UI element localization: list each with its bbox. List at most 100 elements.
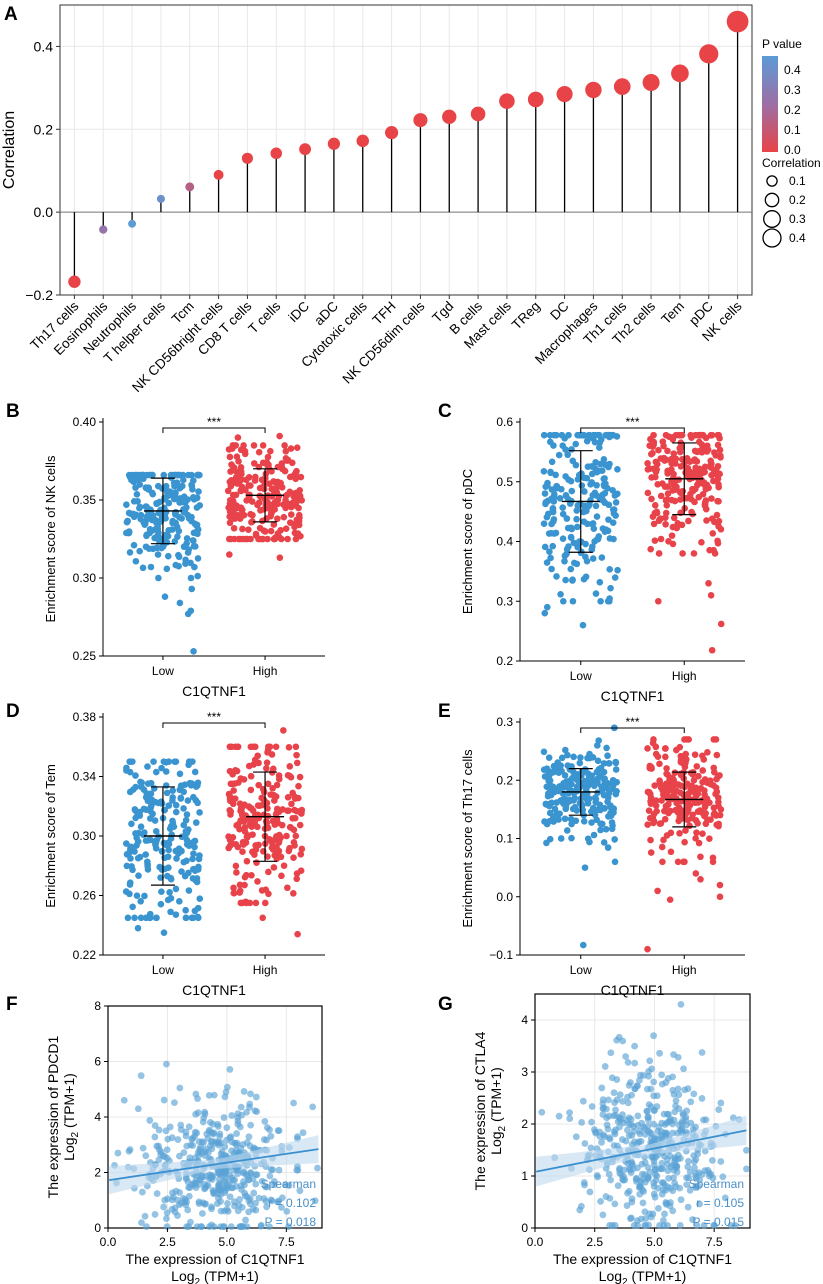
data-point	[585, 795, 593, 803]
data-point	[239, 848, 246, 855]
data-point	[701, 499, 709, 506]
scatter-point	[141, 1212, 149, 1220]
scatter-point	[238, 1203, 246, 1211]
data-point	[647, 836, 654, 844]
data-point	[262, 765, 270, 772]
data-point	[149, 490, 157, 498]
data-point	[169, 797, 176, 804]
data-point	[650, 520, 658, 528]
scatter-point	[224, 1200, 231, 1207]
legend-pvalue-tick: 0.1	[784, 123, 801, 137]
data-point	[588, 819, 595, 826]
data-point	[596, 578, 604, 586]
data-point	[283, 491, 291, 499]
data-point	[140, 518, 147, 526]
data-point	[662, 520, 669, 528]
scatter-point	[613, 1036, 621, 1044]
legend-size-circle	[766, 175, 778, 187]
data-point	[129, 866, 136, 874]
data-point	[296, 821, 304, 829]
scatter-point	[578, 1118, 586, 1126]
data-point	[123, 501, 130, 508]
data-point	[182, 914, 190, 922]
data-point	[229, 445, 236, 452]
data-point	[183, 535, 191, 542]
scatter-point	[622, 1137, 630, 1145]
data-point	[714, 773, 722, 780]
data-point	[227, 780, 235, 788]
data-point	[129, 758, 136, 765]
data-point	[652, 467, 660, 474]
data-point	[588, 772, 596, 779]
data-point	[596, 806, 604, 814]
data-point	[542, 483, 550, 490]
data-point	[695, 493, 703, 501]
data-point	[580, 817, 588, 825]
data-point	[135, 872, 142, 879]
scatter-point	[247, 1169, 255, 1176]
scatter-point	[205, 1091, 213, 1099]
y-axis-title: The expression of PDCD1	[45, 1035, 61, 1198]
scatter-point	[226, 1066, 234, 1073]
data-point	[287, 503, 295, 511]
data-point	[644, 466, 652, 473]
data-point	[694, 790, 702, 798]
data-point	[664, 483, 672, 490]
data-point	[567, 565, 575, 573]
data-point	[562, 746, 569, 754]
scatter-point	[686, 1168, 694, 1176]
data-point	[134, 497, 141, 505]
data-point	[160, 471, 168, 479]
scatter-point	[650, 1092, 658, 1100]
stat-text: Spearman	[261, 1177, 316, 1191]
data-point	[191, 768, 199, 776]
scatter-point	[665, 1175, 672, 1182]
scatter-point	[234, 1110, 242, 1118]
legend-size-label: 0.3	[789, 212, 806, 226]
data-point	[714, 470, 722, 477]
data-point	[164, 552, 172, 560]
data-point	[664, 490, 672, 497]
lollipop-point	[327, 137, 341, 150]
scatter-point	[650, 1154, 657, 1162]
scatter-point	[258, 1177, 266, 1185]
data-point	[136, 547, 143, 555]
data-point	[666, 775, 673, 783]
y-tick-label: 0.4	[34, 38, 54, 54]
data-point	[569, 805, 577, 813]
data-point	[226, 453, 234, 461]
scatter-point	[228, 1112, 236, 1119]
data-point	[169, 471, 177, 479]
data-point	[129, 903, 136, 911]
data-point	[238, 506, 246, 514]
data-point	[549, 542, 557, 550]
data-point	[242, 476, 250, 484]
scatter-point	[155, 1156, 163, 1164]
scatter-point	[705, 1172, 713, 1180]
data-point	[292, 743, 300, 751]
lollipop-point	[356, 134, 370, 148]
scatter-point	[651, 1134, 658, 1141]
data-point	[563, 515, 571, 522]
scatter-point	[260, 1195, 268, 1202]
data-point	[611, 836, 618, 843]
data-point	[177, 795, 185, 802]
data-point	[245, 803, 253, 810]
data-point	[132, 783, 139, 791]
scatter-point	[232, 1141, 240, 1149]
data-point	[163, 565, 171, 573]
legend-size-circle	[764, 192, 780, 208]
scatter-point	[263, 1124, 271, 1131]
scatter-point	[628, 1131, 636, 1139]
data-point	[175, 845, 183, 852]
data-point	[292, 832, 300, 840]
outlier-point	[276, 554, 284, 562]
data-point	[170, 479, 178, 487]
data-point	[153, 500, 160, 507]
data-point	[137, 898, 144, 905]
data-point	[237, 446, 245, 454]
data-point	[682, 750, 690, 758]
scatter-point	[216, 1130, 224, 1138]
data-point	[247, 743, 255, 751]
x-tick-label: High	[253, 664, 278, 678]
